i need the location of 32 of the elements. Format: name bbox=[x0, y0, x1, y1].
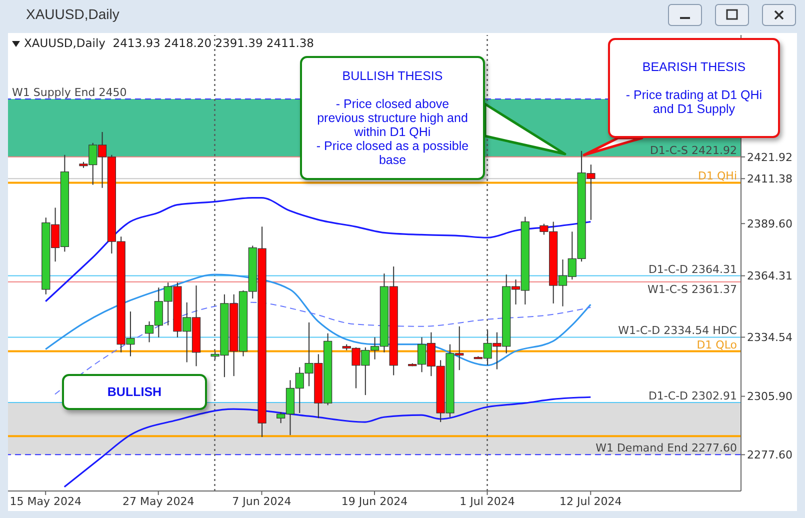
x-tick-label: 19 Jun 2024 bbox=[341, 494, 408, 508]
x-tick-label: 15 May 2024 bbox=[10, 494, 82, 508]
ref-line-label: W1 Supply End 2450 bbox=[12, 86, 127, 99]
x-tick-label: 1 Jul 2024 bbox=[460, 494, 515, 508]
chart-title: XAUUSD,Daily bbox=[26, 6, 120, 22]
ref-line-label: D1-C-S 2421.92 bbox=[650, 144, 737, 157]
y-tick-label: 2305.90 bbox=[747, 390, 792, 404]
ref-line-label: W1-C-S 2361.37 bbox=[648, 282, 737, 296]
line-series bbox=[54, 302, 592, 395]
y-tick-label: 2364.31 bbox=[747, 270, 792, 283]
y-tick-label: 2277.60 bbox=[747, 448, 792, 462]
x-tick-label: 27 May 2024 bbox=[122, 494, 194, 508]
ref-line-label: D1-C-D 2302.91 bbox=[648, 389, 737, 402]
ref-line-label: D1-C-D 2364.31 bbox=[648, 262, 737, 276]
annotation: BULLISH bbox=[107, 385, 162, 399]
annotation: BULLISH THESIS - Price closed above previous structure high and within D1 QHi - Price closed as a possible base bbox=[316, 69, 469, 167]
ref-line-label: D1 QHi bbox=[698, 170, 737, 183]
speech-bubble: BULLISH bbox=[62, 374, 207, 410]
y-tick-label: 2411.38 bbox=[747, 172, 792, 186]
y-tick-label: 2334.54 bbox=[747, 331, 792, 344]
chart-subtitle: XAUUSD,Daily 2413.93 2418.20 2391.39 2411.38 bbox=[24, 36, 314, 50]
ref-line-label: W1-C-D 2334.54 HDC bbox=[618, 324, 738, 338]
y-tick-label: 2421.92 bbox=[747, 150, 792, 164]
line-series bbox=[44, 197, 592, 302]
ref-line-label: W1 Demand End 2277.60 bbox=[596, 442, 737, 455]
ref-line-label: D1 QLo bbox=[696, 338, 738, 352]
annotation: BEARISH THESIS - Price trading at D1 QHi and D1 Supply bbox=[624, 60, 764, 116]
x-tick-label: 7 Jun 2024 bbox=[232, 494, 292, 508]
line-series bbox=[44, 274, 592, 366]
line-series bbox=[64, 396, 592, 488]
x-tick-label: 12 Jul 2024 bbox=[560, 494, 622, 508]
y-tick-label: 2389.60 bbox=[747, 217, 792, 230]
